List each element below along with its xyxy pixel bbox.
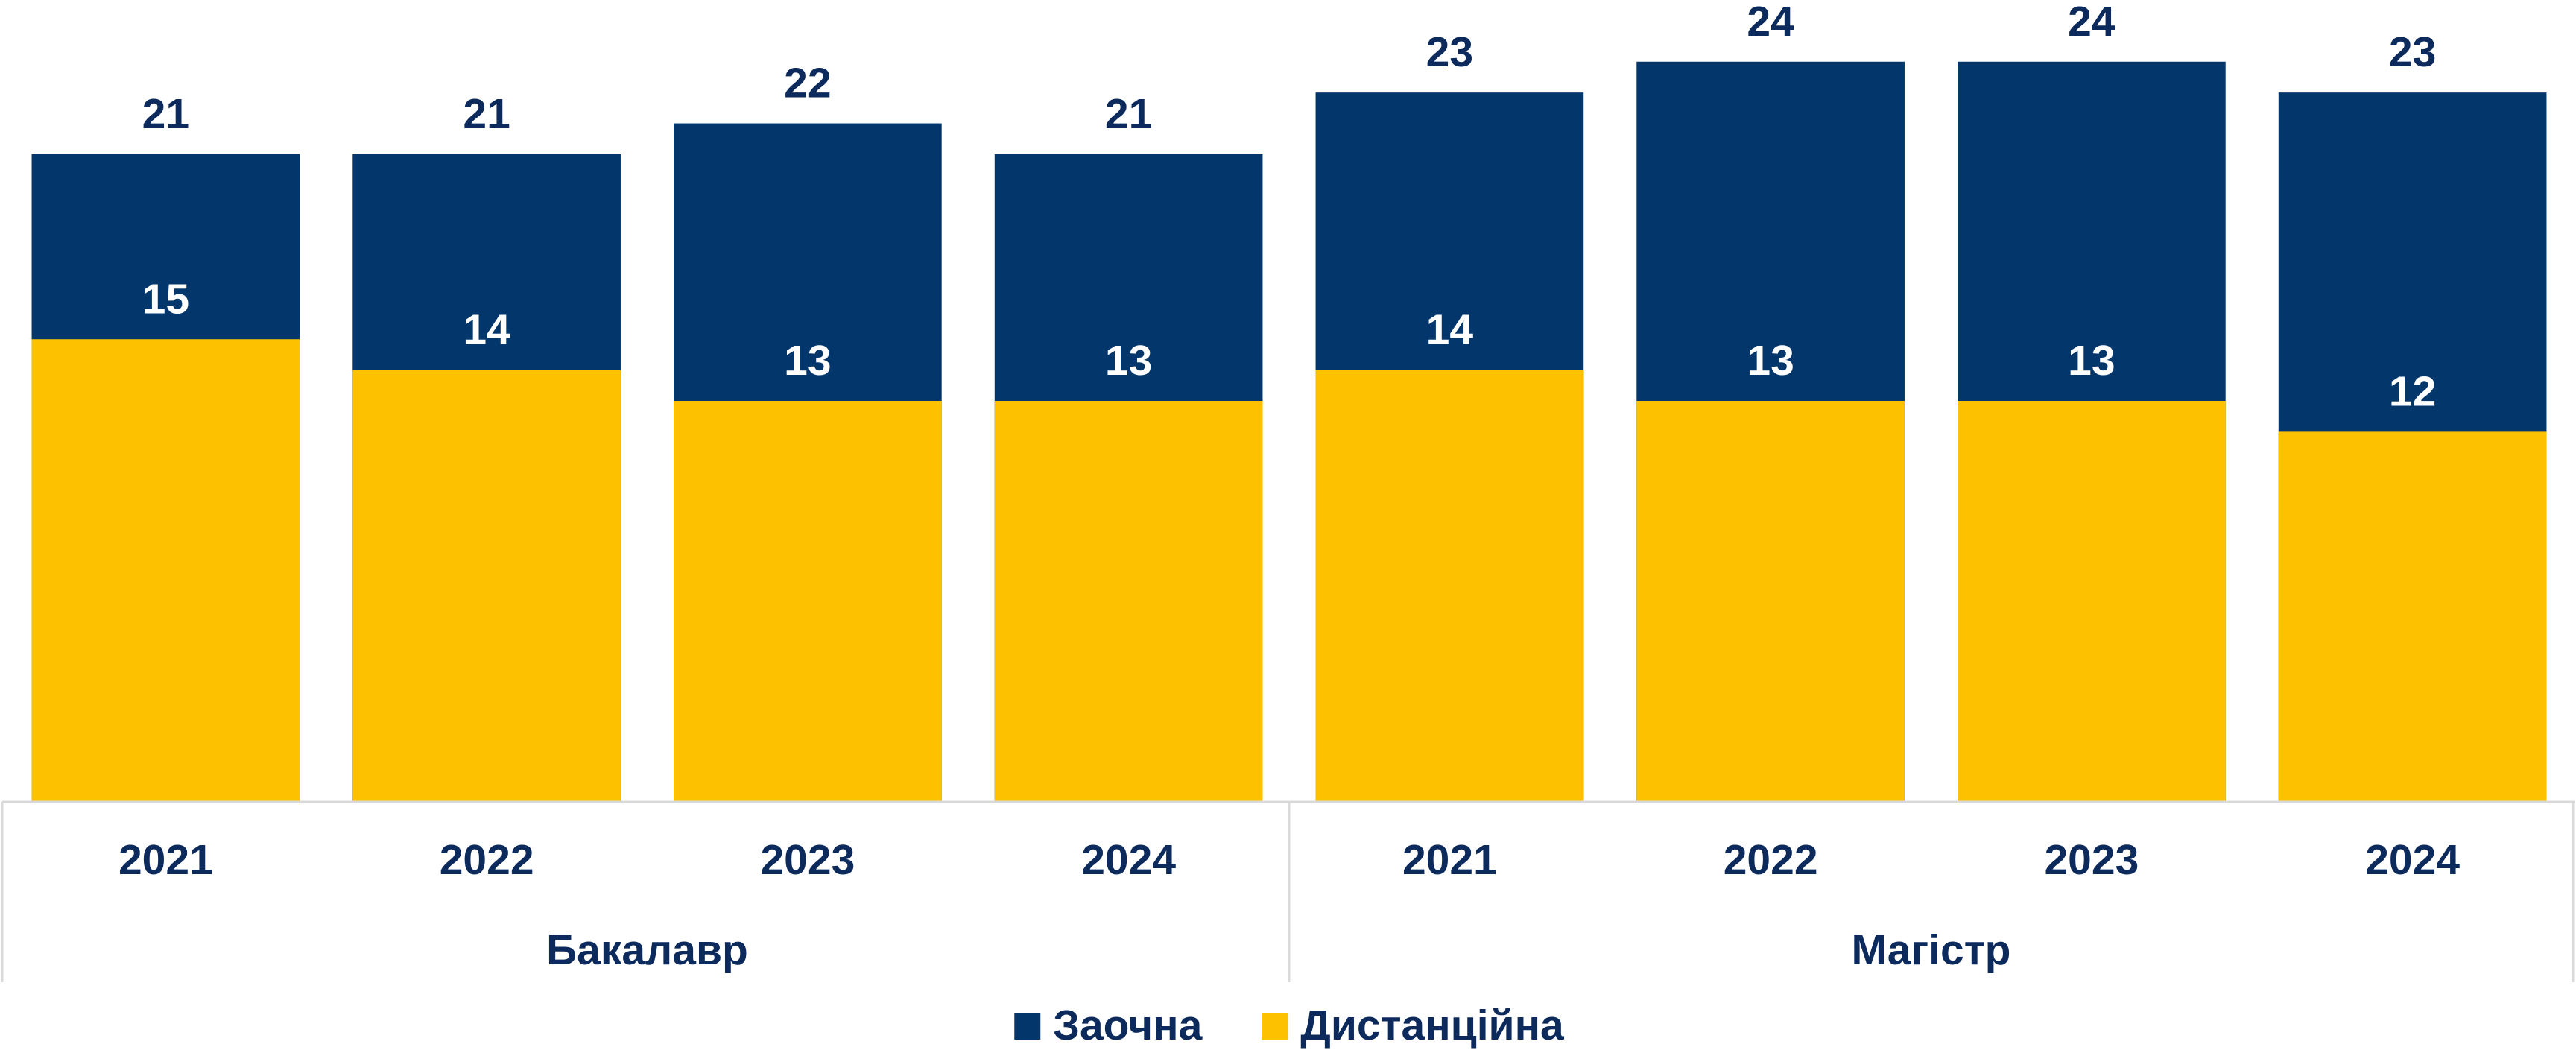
group-label: Магістр (1852, 926, 2011, 974)
bar (2278, 431, 2547, 802)
value-label: 14 (1426, 306, 1474, 354)
x-tick-label: 2022 (440, 836, 534, 884)
value-label: 14 (463, 306, 510, 354)
value-label: 13 (2068, 337, 2115, 385)
value-label: 23 (1426, 28, 1473, 76)
value-label: 21 (142, 90, 189, 138)
legend-label: Заочна (1053, 1002, 1203, 1049)
x-tick-label: 2023 (2044, 836, 2139, 884)
bar (1636, 401, 1905, 802)
bar (994, 401, 1263, 802)
legend-swatch (1014, 1013, 1041, 1040)
x-tick-label: 2022 (1724, 836, 1818, 884)
value-label: 13 (1105, 337, 1152, 385)
bar (674, 401, 942, 802)
value-label: 15 (142, 275, 189, 323)
x-tick-label: 2024 (1081, 836, 1176, 884)
value-label: 13 (1747, 337, 1794, 385)
bar (352, 370, 621, 803)
x-tick-label: 2023 (760, 836, 855, 884)
bar (1958, 401, 2226, 802)
value-label: 24 (1747, 0, 1794, 45)
x-tick-label: 2021 (1402, 836, 1497, 884)
x-tick-label: 2024 (2365, 836, 2460, 884)
value-label: 12 (2389, 367, 2436, 415)
value-label: 21 (463, 90, 510, 138)
value-label: 21 (1105, 90, 1152, 138)
value-label: 23 (2389, 28, 2436, 76)
legend-swatch (1262, 1013, 1288, 1040)
value-label: 13 (784, 337, 831, 385)
group-label: Бакалавр (546, 926, 748, 974)
x-tick-label: 2021 (118, 836, 213, 884)
value-label: 24 (2068, 0, 2115, 45)
legend-label: Дистанційна (1300, 1002, 1565, 1049)
value-label: 22 (784, 60, 831, 107)
bar (31, 339, 300, 802)
bar (1315, 370, 1584, 803)
